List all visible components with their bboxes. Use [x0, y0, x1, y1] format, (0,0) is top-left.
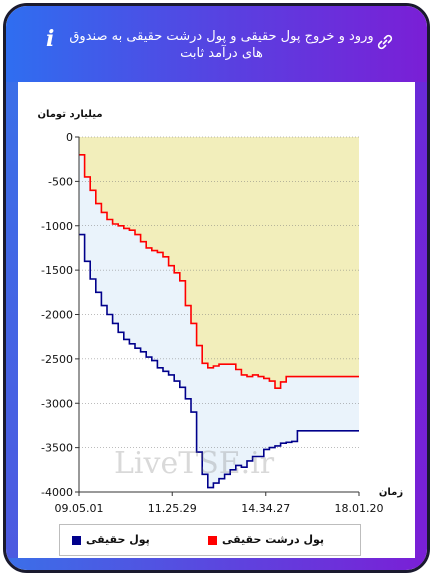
y-tick-label: -3000 — [41, 397, 73, 410]
bottom-border-band — [6, 558, 427, 570]
info-icon[interactable]: i — [46, 26, 55, 52]
fill-area-between — [79, 154, 359, 488]
right-border-band — [415, 82, 427, 570]
left-border-band — [6, 82, 18, 570]
y-tick-label: -1500 — [41, 264, 73, 277]
y-tick-label: -4000 — [41, 486, 73, 499]
x-tick-label: 11.25.29 — [148, 502, 197, 515]
x-tick-label: 14.34.27 — [241, 502, 290, 515]
series-line-real-money — [79, 233, 359, 489]
x-tick-label: 09.05.01 — [55, 502, 104, 515]
x-tick-label: 18.01.20 — [335, 502, 384, 515]
chart-card: i ورود و خروج پول حقیقی و پول درشت حقیقی… — [3, 3, 430, 573]
x-axis-label: زمان — [379, 487, 403, 498]
y-axis-label: میلیارد تومان — [37, 109, 102, 120]
watermark-text: LiveTSE.ir — [114, 446, 275, 481]
y-tick-label: 0 — [66, 131, 73, 144]
legend-label-big: پول درشت حقیقی — [222, 533, 325, 546]
legend-label-real: پول حقیقی — [86, 533, 150, 546]
chart-title: ورود و خروج پول حقیقی و پول درشت حقیقی ب… — [69, 29, 374, 61]
y-tick-label: -3500 — [41, 442, 73, 455]
fill-area-top — [79, 137, 359, 389]
card-header: i ورود و خروج پول حقیقی و پول درشت حقیقی… — [6, 6, 427, 82]
legend-swatch-big — [208, 536, 217, 545]
line-chart: 0 -500 -1000 -1500 -2000 -2500 -3000 -3500 -4000… — [37, 109, 403, 515]
legend-swatch-real — [72, 536, 81, 545]
link-icon[interactable] — [376, 33, 394, 51]
y-tick-label: -2500 — [41, 353, 73, 366]
series-line-big-real-money — [79, 154, 359, 390]
y-tick-label: -2000 — [41, 309, 73, 322]
y-tick-label: -500 — [48, 175, 73, 188]
chart-legend: پول حقیقی پول درشت حقیقی — [59, 524, 361, 556]
y-tick-label: -1000 — [41, 220, 73, 233]
